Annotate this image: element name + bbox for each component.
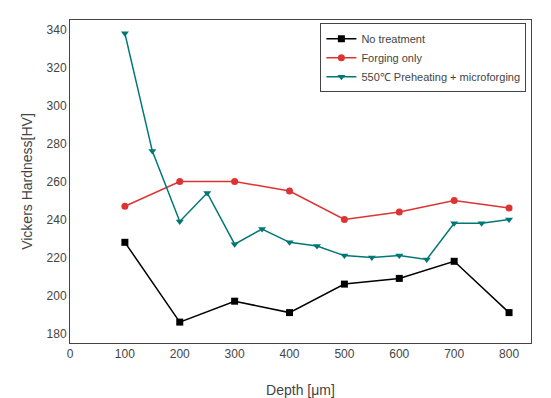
svg-text:100: 100 bbox=[115, 347, 135, 361]
svg-text:240: 240 bbox=[47, 213, 67, 227]
svg-text:200: 200 bbox=[47, 289, 67, 303]
svg-text:200: 200 bbox=[170, 347, 190, 361]
svg-text:280: 280 bbox=[47, 137, 67, 151]
svg-text:Vickers Hardness[HV]: Vickers Hardness[HV] bbox=[19, 113, 35, 250]
svg-text:340: 340 bbox=[47, 23, 67, 37]
svg-text:700: 700 bbox=[444, 347, 464, 361]
svg-text:300: 300 bbox=[225, 347, 245, 361]
svg-text:260: 260 bbox=[47, 175, 67, 189]
svg-text:400: 400 bbox=[280, 347, 300, 361]
svg-text:No treatment: No treatment bbox=[361, 33, 425, 45]
svg-text:220: 220 bbox=[47, 251, 67, 265]
svg-text:0: 0 bbox=[67, 347, 74, 361]
svg-text:300: 300 bbox=[47, 99, 67, 113]
svg-text:320: 320 bbox=[47, 61, 67, 75]
svg-text:180: 180 bbox=[47, 327, 67, 341]
svg-text:800: 800 bbox=[499, 347, 519, 361]
svg-text:500: 500 bbox=[334, 347, 354, 361]
svg-text:Forging only: Forging only bbox=[361, 52, 422, 64]
svg-text:Depth [μm]: Depth [μm] bbox=[266, 382, 335, 398]
svg-text:550℃ Preheating + microforging: 550℃ Preheating + microforging bbox=[361, 71, 520, 83]
svg-text:600: 600 bbox=[389, 347, 409, 361]
